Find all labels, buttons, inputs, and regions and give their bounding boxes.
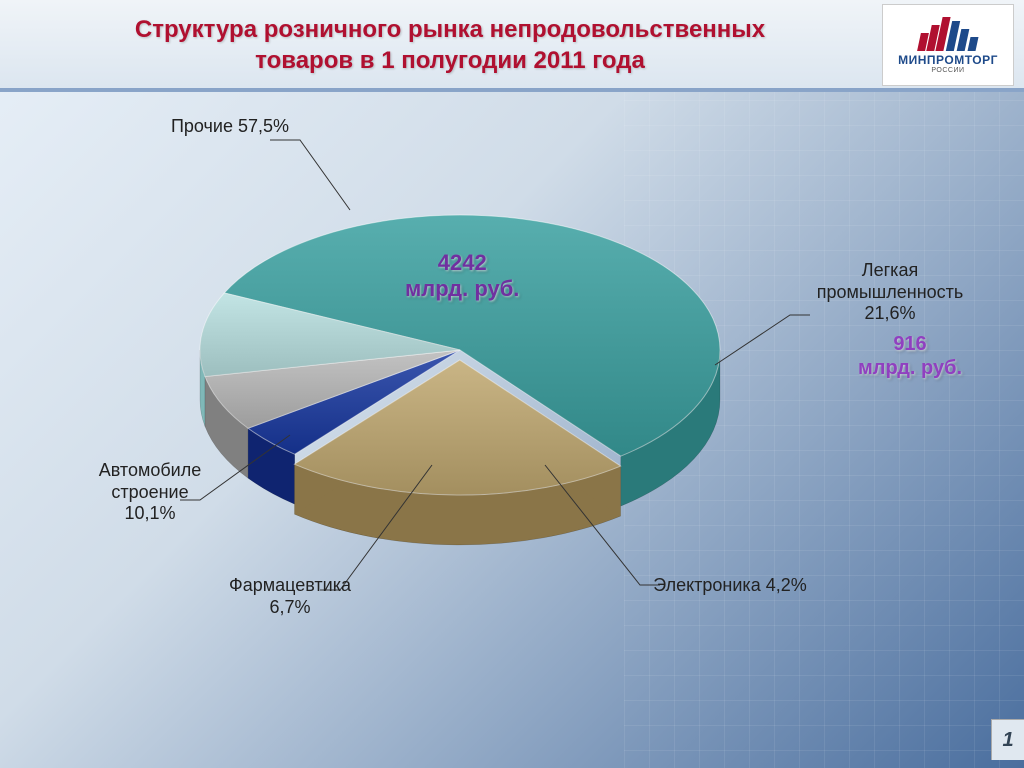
logo-bars-icon [919, 17, 977, 51]
center-total: 4242 млрд. руб. [405, 250, 519, 302]
label-other-text: Прочие 57,5% [171, 116, 289, 136]
label-auto: Автомобиле строение 10,1% [60, 460, 240, 525]
label-pharma: Фармацевтика 6,7% [190, 575, 390, 618]
label-light-l1: Легкая [862, 260, 918, 280]
label-electronics: Электроника 4,2% [620, 575, 840, 597]
header-bar: Структура розничного рынка непродовольст… [0, 0, 1024, 92]
label-other: Прочие 57,5% [130, 116, 330, 138]
pie-chart: 4242 млрд. руб. Прочие 57,5% Легкая пром… [0, 130, 1024, 710]
label-auto-l2: строение [111, 482, 188, 502]
slide-title: Структура розничного рынка непродовольст… [60, 14, 840, 76]
title-line2: товаров в 1 полугодии 2011 года [255, 47, 645, 74]
label-light-value: 916 млрд. руб. [810, 332, 1010, 380]
logo: МИНПРОМТОРГ РОССИИ [882, 4, 1014, 86]
logo-subtext: РОССИИ [931, 67, 964, 74]
slide: Структура розничного рынка непродовольст… [0, 0, 1024, 768]
title-line1: Структура розничного рынка непродовольст… [135, 16, 765, 43]
center-number: 4242 [438, 250, 487, 275]
light-val-unit: млрд. руб. [858, 357, 962, 379]
pie-svg [0, 130, 1024, 710]
light-val-num: 916 [893, 333, 926, 355]
logo-text: МИНПРОМТОРГ [898, 53, 998, 67]
label-pharma-l2: 6,7% [269, 597, 310, 617]
center-unit: млрд. руб. [405, 276, 519, 301]
label-auto-l1: Автомобиле [99, 460, 202, 480]
label-pharma-l1: Фармацевтика [229, 575, 351, 595]
label-light-l3: 21,6% [864, 303, 915, 323]
label-light-l2: промышленность [817, 282, 964, 302]
page-number: 1 [991, 719, 1024, 760]
label-light-industry: Легкая промышленность 21,6% [780, 260, 1000, 325]
label-auto-l3: 10,1% [124, 503, 175, 523]
page-number-value: 1 [1002, 729, 1013, 752]
label-elec-text: Электроника 4,2% [653, 575, 807, 595]
